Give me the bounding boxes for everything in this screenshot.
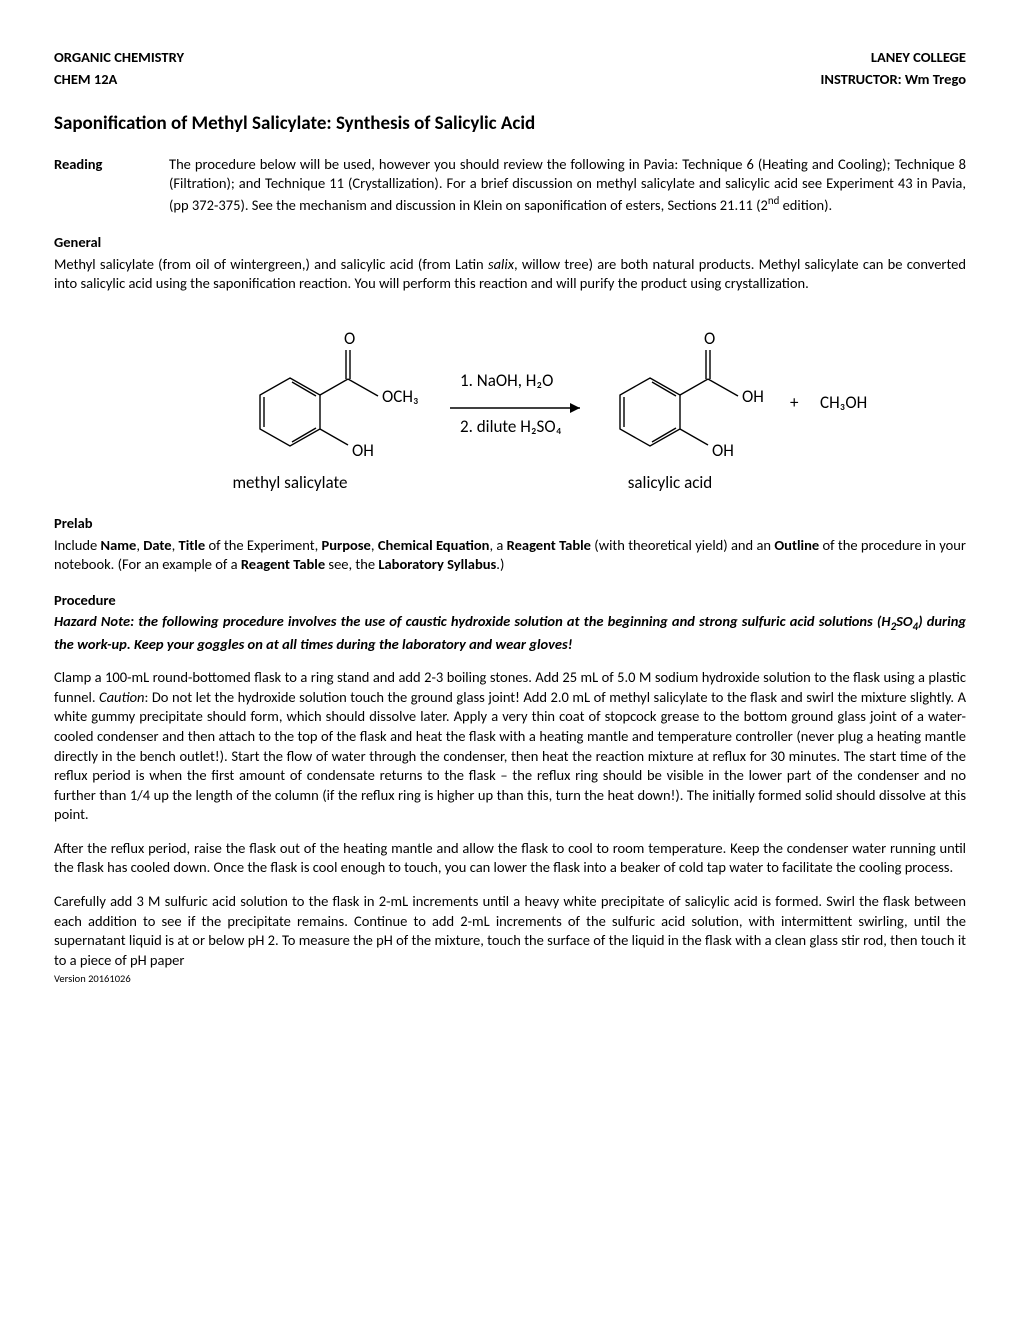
page-title: Saponification of Methyl Salicylate: Syn…: [54, 111, 966, 137]
general-head: General: [54, 233, 966, 253]
reading-block: Reading The procedure below will be used…: [54, 155, 966, 216]
oh-label-2: OH: [742, 386, 764, 407]
procedure-p2: After the reflux period, raise the flask…: [54, 839, 966, 878]
reading-text: The procedure below will be used, howeve…: [169, 155, 966, 216]
header-row-1: ORGANIC CHEMISTRY LANEY COLLEGE: [54, 48, 966, 68]
carbonyl-o-2: O: [704, 328, 715, 349]
header-row-2: CHEM 12A INSTRUCTOR: Wm Trego: [54, 70, 966, 90]
general-paragraph: Methyl salicylate (from oil of wintergre…: [54, 255, 966, 294]
reactant-caption: methyl salicylate: [232, 472, 347, 493]
methanol-label: CH₃OH: [820, 392, 867, 413]
reading-label: Reading: [54, 155, 169, 216]
procedure-p1: Clamp a 100-mL round-bottomed flask to a…: [54, 668, 966, 825]
carbonyl-o-1: O: [344, 328, 355, 349]
reaction-arrow-head: [570, 403, 580, 413]
reaction-diagram: O OCH₃ OH methyl salicylate 1. NaOH, H₂O…: [150, 308, 870, 498]
product-structure: [620, 350, 738, 446]
reactant-structure: [260, 350, 378, 446]
oh-label-3: OH: [712, 440, 734, 461]
header-left-1: ORGANIC CHEMISTRY: [54, 48, 184, 68]
version-footer: Version 20161026: [54, 972, 966, 986]
reaction-step-1: 1. NaOH, H₂O: [460, 370, 553, 391]
plus-sign: +: [790, 392, 799, 413]
procedure-p3: Carefully add 3 M sulfuric acid solution…: [54, 892, 966, 970]
och3-label: OCH₃: [382, 386, 419, 407]
prelab-head: Prelab: [54, 514, 966, 534]
header-right-1: LANEY COLLEGE: [871, 48, 966, 68]
oh-label-1: OH: [352, 440, 374, 461]
header-left-2: CHEM 12A: [54, 70, 117, 90]
header-right-2: INSTRUCTOR: Wm Trego: [821, 70, 966, 90]
hazard-note: Hazard Note: the following procedure inv…: [54, 612, 966, 654]
product-caption: salicylic acid: [628, 472, 712, 493]
prelab-paragraph: Include Name, Date, Title of the Experim…: [54, 536, 966, 575]
procedure-head: Procedure: [54, 591, 966, 611]
reaction-step-2: 2. dilute H₂SO₄: [460, 416, 562, 437]
